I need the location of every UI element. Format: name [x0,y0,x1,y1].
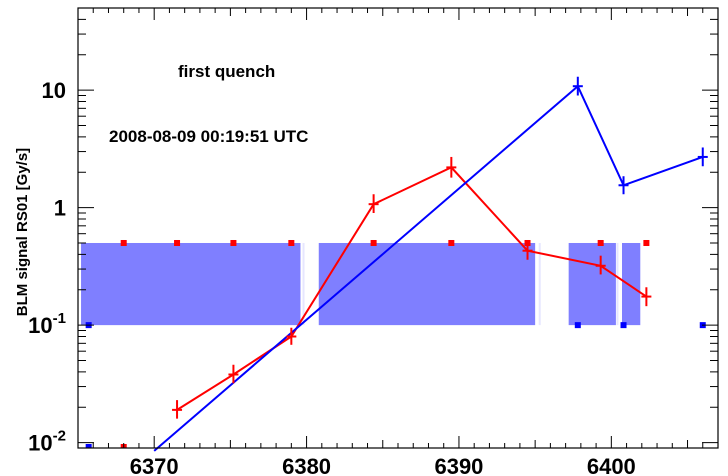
band-0 [81,242,301,326]
y-tick-label-3: 10 [42,78,66,103]
y-tick-label-1: 10-1 [28,310,66,338]
blue-threshold-marker-1 [574,322,581,329]
red-threshold-marker-5 [448,239,455,246]
red-threshold-marker-1 [174,239,181,246]
x-tick-label-1: 6380 [282,454,331,476]
x-tick-label-3: 6400 [587,454,636,476]
y-tick-label-2: 1 [54,196,66,221]
series-points [172,76,708,419]
threshold-bands [81,242,641,326]
red-threshold-marker-7 [597,239,604,246]
band-2 [568,242,616,326]
y-axis-label: BLM signal RS01 [Gy/s] [14,148,31,316]
axes: 6370 6380 6390 6400 10-2 10-1 1 10 [28,7,718,476]
annotation-timestamp: 2008-08-09 00:19:51 UTC [109,127,308,146]
y-tick-label-0: 10-2 [28,428,66,456]
red-threshold-marker-3 [288,239,295,246]
band-3 [622,242,641,326]
x-tick-label-0: 6370 [130,454,179,476]
red-threshold-marker-0 [120,239,127,246]
red-threshold-marker-4 [370,239,377,246]
blue-threshold-marker-2 [620,322,627,329]
blue-bottom-marker-0 [85,444,92,448]
red-threshold-marker-6 [524,239,531,246]
annotation-first-quench: first quench [178,62,275,81]
series-1-line [153,84,704,452]
red-threshold-marker-2 [230,239,237,246]
red-threshold-marker-8 [643,239,650,246]
series-lines [153,84,704,452]
x-tick-label-2: 6390 [434,454,483,476]
series-0-line [176,166,647,411]
band-1 [318,242,536,326]
